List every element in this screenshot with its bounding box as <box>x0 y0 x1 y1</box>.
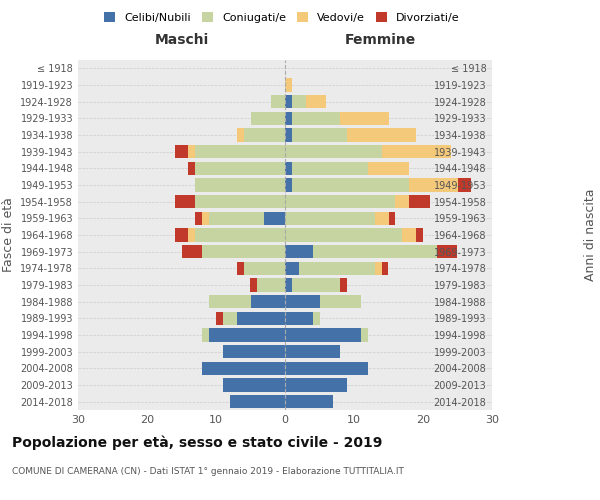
Bar <box>285 328 361 342</box>
Text: Maschi: Maschi <box>154 34 209 48</box>
Bar <box>285 362 368 375</box>
Bar <box>223 312 237 325</box>
Bar <box>230 395 285 408</box>
Bar <box>196 212 202 225</box>
Bar <box>175 228 188 241</box>
Bar <box>285 245 313 258</box>
Bar <box>202 212 209 225</box>
Bar <box>196 178 285 192</box>
Bar <box>292 278 340 291</box>
Bar <box>437 245 457 258</box>
Y-axis label: Fasce di età: Fasce di età <box>2 198 15 272</box>
Bar <box>285 95 292 108</box>
Bar <box>209 328 285 342</box>
Bar <box>389 212 395 225</box>
Text: Anni di nascita: Anni di nascita <box>584 188 597 281</box>
Bar <box>285 195 395 208</box>
Bar <box>188 228 196 241</box>
Bar <box>402 228 416 241</box>
Bar <box>313 245 437 258</box>
Bar <box>285 345 340 358</box>
Bar <box>340 112 389 125</box>
Bar <box>223 345 285 358</box>
Bar <box>175 195 196 208</box>
Bar <box>209 295 251 308</box>
Bar <box>285 395 334 408</box>
Bar <box>285 145 382 158</box>
Bar <box>244 128 285 141</box>
Text: Femmine: Femmine <box>344 34 416 48</box>
Bar <box>196 228 285 241</box>
Bar <box>416 228 423 241</box>
Bar <box>257 278 285 291</box>
Bar <box>285 178 292 192</box>
Bar <box>361 328 368 342</box>
Bar <box>285 78 292 92</box>
Bar <box>251 278 257 291</box>
Bar <box>265 212 285 225</box>
Bar <box>251 295 285 308</box>
Bar <box>285 162 292 175</box>
Bar <box>285 378 347 392</box>
Bar <box>285 295 320 308</box>
Bar <box>285 228 402 241</box>
Text: COMUNE DI CAMERANA (CN) - Dati ISTAT 1° gennaio 2019 - Elaborazione TUTTITALIA.I: COMUNE DI CAMERANA (CN) - Dati ISTAT 1° … <box>12 468 404 476</box>
Bar <box>292 95 306 108</box>
Bar <box>237 262 244 275</box>
Bar <box>196 145 285 158</box>
Bar <box>313 312 320 325</box>
Bar <box>458 178 472 192</box>
Bar <box>382 145 451 158</box>
Bar <box>209 212 265 225</box>
Bar <box>285 112 292 125</box>
Bar <box>340 278 347 291</box>
Bar <box>285 212 374 225</box>
Bar <box>202 362 285 375</box>
Bar <box>374 212 389 225</box>
Bar <box>202 328 209 342</box>
Bar <box>237 312 285 325</box>
Bar <box>285 128 292 141</box>
Bar <box>368 162 409 175</box>
Bar <box>237 128 244 141</box>
Bar <box>202 245 285 258</box>
Bar <box>299 262 374 275</box>
Bar <box>196 195 285 208</box>
Bar <box>306 95 326 108</box>
Bar <box>182 245 202 258</box>
Bar <box>285 262 299 275</box>
Bar <box>175 145 188 158</box>
Bar <box>223 378 285 392</box>
Bar <box>244 262 285 275</box>
Bar <box>382 262 389 275</box>
Bar <box>196 162 285 175</box>
Bar <box>409 195 430 208</box>
Bar <box>285 312 313 325</box>
Bar <box>292 112 340 125</box>
Bar <box>285 278 292 291</box>
Bar <box>409 178 458 192</box>
Bar <box>347 128 416 141</box>
Bar <box>188 162 196 175</box>
Bar <box>320 295 361 308</box>
Bar <box>271 95 285 108</box>
Bar <box>188 145 196 158</box>
Legend: Celibi/Nubili, Coniugati/e, Vedovi/e, Divorziati/e: Celibi/Nubili, Coniugati/e, Vedovi/e, Di… <box>100 8 464 28</box>
Bar <box>216 312 223 325</box>
Bar <box>292 178 409 192</box>
Bar <box>395 195 409 208</box>
Bar <box>292 128 347 141</box>
Bar <box>292 162 368 175</box>
Text: Popolazione per età, sesso e stato civile - 2019: Popolazione per età, sesso e stato civil… <box>12 435 382 450</box>
Bar <box>251 112 285 125</box>
Bar <box>374 262 382 275</box>
